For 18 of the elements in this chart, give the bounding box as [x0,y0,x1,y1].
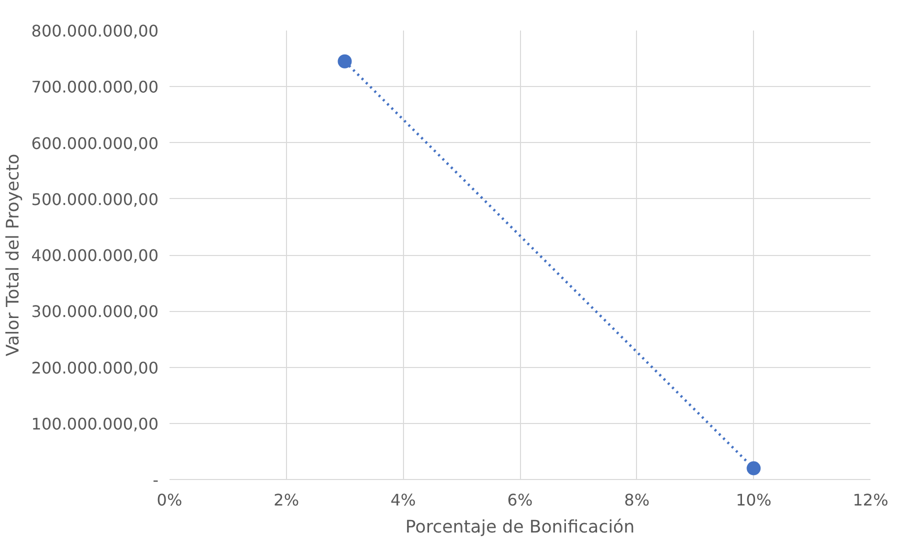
y-axis-title: Valor Total del Proyecto [3,154,24,356]
y-tick-label: 500.000.000,00 [31,190,158,209]
x-tick-label: 8% [624,490,650,510]
y-tick-label: 100.000.000,00 [31,414,158,434]
y-tick-label: 800.000.000,00 [31,22,158,40]
x-tick-label: 10% [736,490,772,510]
x-tick-label: 0% [156,490,182,510]
x-tick-label: 12% [852,490,888,510]
y-tick-label: 200.000.000,00 [31,358,158,378]
y-tick-label: 600.000.000,00 [31,134,158,153]
x-tick-label: 4% [390,490,416,510]
y-tick-label: - [152,470,159,490]
x-tick-label: 6% [507,490,533,510]
y-tick-label: 700.000.000,00 [31,78,158,97]
x-tick-label: 2% [274,490,300,510]
y-tick-label: 300.000.000,00 [31,302,158,322]
y-tick-label: 400.000.000,00 [31,246,158,265]
x-axis-title: Porcentaje de Bonificación [405,518,635,538]
